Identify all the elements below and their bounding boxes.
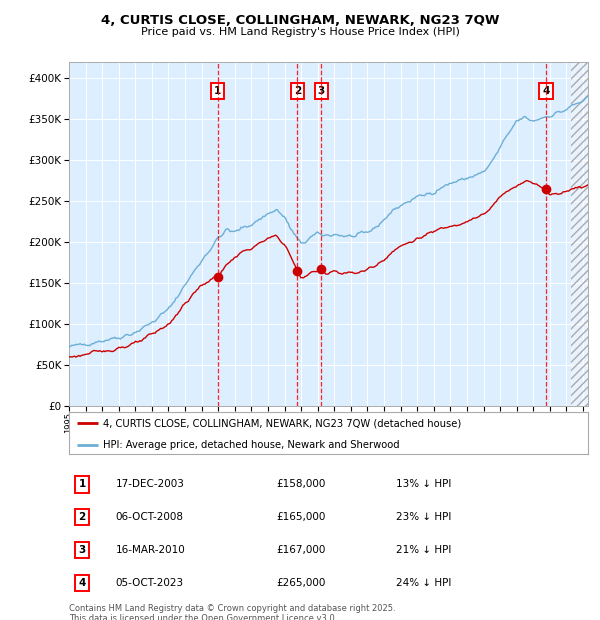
Text: £167,000: £167,000 — [277, 545, 326, 555]
Text: 4, CURTIS CLOSE, COLLINGHAM, NEWARK, NG23 7QW: 4, CURTIS CLOSE, COLLINGHAM, NEWARK, NG2… — [101, 14, 499, 27]
Text: 1: 1 — [214, 86, 221, 96]
Text: 4: 4 — [78, 578, 86, 588]
Text: 13% ↓ HPI: 13% ↓ HPI — [396, 479, 451, 489]
Text: 2: 2 — [79, 512, 86, 522]
Text: 3: 3 — [317, 86, 325, 96]
Text: 17-DEC-2003: 17-DEC-2003 — [116, 479, 185, 489]
Text: 24% ↓ HPI: 24% ↓ HPI — [396, 578, 451, 588]
Text: £158,000: £158,000 — [277, 479, 326, 489]
Text: 23% ↓ HPI: 23% ↓ HPI — [396, 512, 451, 522]
Text: 1: 1 — [79, 479, 86, 489]
Text: HPI: Average price, detached house, Newark and Sherwood: HPI: Average price, detached house, Newa… — [103, 440, 400, 450]
Text: 2: 2 — [294, 86, 301, 96]
Text: 05-OCT-2023: 05-OCT-2023 — [116, 578, 184, 588]
Text: 4: 4 — [542, 86, 550, 96]
Text: 21% ↓ HPI: 21% ↓ HPI — [396, 545, 451, 555]
Text: £265,000: £265,000 — [277, 578, 326, 588]
Text: Contains HM Land Registry data © Crown copyright and database right 2025.
This d: Contains HM Land Registry data © Crown c… — [69, 604, 395, 620]
Text: 4, CURTIS CLOSE, COLLINGHAM, NEWARK, NG23 7QW (detached house): 4, CURTIS CLOSE, COLLINGHAM, NEWARK, NG2… — [103, 418, 461, 428]
Text: 16-MAR-2010: 16-MAR-2010 — [116, 545, 185, 555]
Text: £165,000: £165,000 — [277, 512, 326, 522]
Text: Price paid vs. HM Land Registry's House Price Index (HPI): Price paid vs. HM Land Registry's House … — [140, 27, 460, 37]
Text: 06-OCT-2008: 06-OCT-2008 — [116, 512, 184, 522]
Text: 3: 3 — [79, 545, 86, 555]
